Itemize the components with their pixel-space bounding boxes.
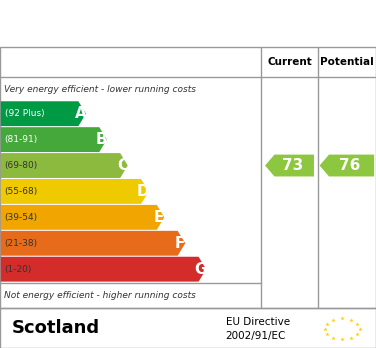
Text: EU Directive: EU Directive xyxy=(226,317,290,327)
Text: (81-91): (81-91) xyxy=(5,135,38,144)
Text: G: G xyxy=(195,262,207,277)
Polygon shape xyxy=(1,101,86,126)
Text: Very energy efficient - lower running costs: Very energy efficient - lower running co… xyxy=(4,85,196,94)
Polygon shape xyxy=(1,153,128,178)
Polygon shape xyxy=(265,155,314,176)
Text: 76: 76 xyxy=(339,158,360,173)
Text: (55-68): (55-68) xyxy=(5,187,38,196)
Text: (21-38): (21-38) xyxy=(5,239,38,248)
Text: Scotland: Scotland xyxy=(11,319,99,337)
Text: D: D xyxy=(137,184,150,199)
Text: C: C xyxy=(117,158,128,173)
Text: Potential: Potential xyxy=(320,57,374,67)
Text: (1-20): (1-20) xyxy=(5,265,32,274)
Text: Not energy efficient - higher running costs: Not energy efficient - higher running co… xyxy=(4,291,196,300)
Text: F: F xyxy=(175,236,185,251)
Text: 2002/91/EC: 2002/91/EC xyxy=(226,331,286,341)
Text: Current: Current xyxy=(267,57,312,67)
Polygon shape xyxy=(1,231,185,256)
Text: 73: 73 xyxy=(282,158,303,173)
Text: Energy Efficiency Rating: Energy Efficiency Rating xyxy=(8,15,247,32)
Text: B: B xyxy=(96,132,108,147)
Text: (39-54): (39-54) xyxy=(5,213,38,222)
Polygon shape xyxy=(1,205,164,230)
Text: (69-80): (69-80) xyxy=(5,161,38,170)
Polygon shape xyxy=(1,257,206,282)
Text: (92 Plus): (92 Plus) xyxy=(5,109,44,118)
Text: E: E xyxy=(154,210,164,225)
Polygon shape xyxy=(1,179,149,204)
Text: A: A xyxy=(75,106,86,121)
Polygon shape xyxy=(1,127,107,152)
Polygon shape xyxy=(320,155,374,176)
